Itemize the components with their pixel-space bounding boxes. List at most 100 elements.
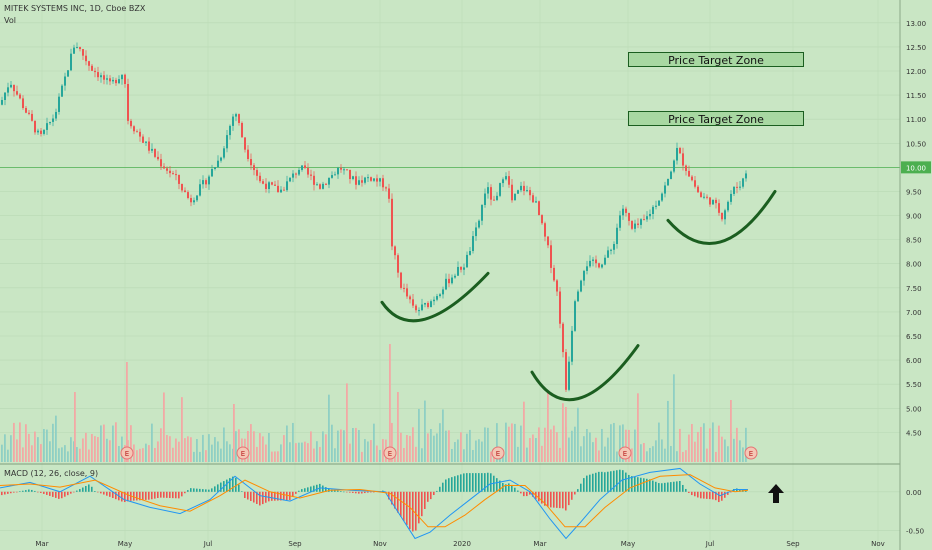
volume-bar bbox=[43, 429, 45, 462]
macd-histogram-bar bbox=[718, 491, 720, 503]
candle-body bbox=[736, 186, 738, 188]
y-tick-label: 9.50 bbox=[906, 188, 922, 196]
volume-bar bbox=[262, 436, 264, 462]
candle-body bbox=[223, 148, 225, 158]
candle-body bbox=[505, 176, 507, 180]
candle-body bbox=[400, 272, 402, 288]
candle-body bbox=[418, 310, 420, 312]
volume-bar bbox=[685, 450, 687, 462]
macd-tick-label: -0.50 bbox=[906, 528, 924, 536]
earnings-marker-label: E bbox=[241, 450, 245, 458]
candle-body bbox=[25, 108, 27, 113]
candle-body bbox=[601, 264, 603, 268]
candle-body bbox=[442, 289, 444, 295]
candle-body bbox=[301, 165, 303, 170]
volume-bar bbox=[475, 440, 477, 462]
candle-body bbox=[31, 113, 33, 121]
candle-body bbox=[178, 174, 180, 184]
volume-bar bbox=[691, 424, 693, 462]
price-target-zone-lower[interactable]: Price Target Zone bbox=[628, 111, 804, 126]
volume-bar bbox=[94, 436, 96, 462]
volume-bar bbox=[298, 442, 300, 462]
volume-bar bbox=[745, 427, 747, 462]
volume-bar bbox=[268, 432, 270, 462]
macd-histogram-bar bbox=[601, 471, 603, 492]
candle-body bbox=[340, 167, 342, 170]
y-tick-label: 5.50 bbox=[906, 381, 922, 389]
x-tick-label: Nov bbox=[871, 540, 885, 548]
candle-body bbox=[352, 176, 354, 180]
volume-bar bbox=[16, 439, 18, 462]
candle-body bbox=[280, 189, 282, 193]
volume-bar bbox=[172, 447, 174, 462]
volume-spike bbox=[389, 344, 391, 462]
candle-body bbox=[103, 75, 105, 80]
macd-histogram-bar bbox=[208, 489, 210, 492]
candle-body bbox=[67, 70, 69, 77]
macd-histogram-bar bbox=[325, 487, 327, 492]
volume-bar bbox=[79, 448, 81, 462]
macd-histogram-bar bbox=[586, 475, 588, 492]
macd-histogram-bar bbox=[214, 486, 216, 492]
volume-spike bbox=[397, 392, 399, 462]
volume-bar bbox=[352, 428, 354, 462]
volume-bar bbox=[739, 440, 741, 462]
volume-bar bbox=[208, 434, 210, 462]
macd-histogram-bar bbox=[28, 489, 30, 492]
price-target-zone-upper[interactable]: Price Target Zone bbox=[628, 52, 804, 67]
volume-bar bbox=[481, 441, 483, 462]
y-tick-label: 5.00 bbox=[906, 405, 922, 413]
candle-body bbox=[520, 185, 522, 191]
macd-histogram-bar bbox=[595, 472, 597, 492]
macd-histogram-bar bbox=[451, 477, 453, 492]
volume-bar bbox=[10, 435, 12, 462]
candle-body bbox=[574, 301, 576, 331]
volume-bar bbox=[55, 415, 57, 462]
volume-bar bbox=[574, 426, 576, 462]
candle-body bbox=[262, 181, 264, 184]
cup-curve bbox=[530, 344, 640, 402]
macd-histogram-bar bbox=[25, 490, 27, 492]
volume-bar bbox=[211, 444, 213, 462]
candle-body bbox=[472, 236, 474, 251]
macd-histogram-bar bbox=[367, 491, 369, 493]
earnings-marker-label: E bbox=[496, 450, 500, 458]
volume-bar bbox=[712, 422, 714, 462]
volume-bar bbox=[631, 448, 633, 462]
macd-histogram-bar bbox=[550, 491, 552, 508]
macd-histogram-bar bbox=[235, 477, 237, 492]
candle-body bbox=[733, 186, 735, 194]
volume-bar bbox=[139, 448, 141, 462]
macd-histogram-bar bbox=[307, 487, 309, 492]
candle-body bbox=[73, 47, 75, 54]
candle-body bbox=[646, 216, 648, 220]
candle-body bbox=[229, 125, 231, 136]
candle-body bbox=[226, 135, 228, 149]
candle-body bbox=[403, 287, 405, 289]
volume-bar bbox=[694, 441, 696, 462]
volume-bar bbox=[328, 394, 330, 462]
macd-histogram-bar bbox=[199, 488, 201, 492]
macd-histogram-bar bbox=[49, 491, 51, 496]
candle-body bbox=[589, 260, 591, 267]
candle-body bbox=[526, 190, 528, 192]
candle-body bbox=[85, 55, 87, 62]
volume-bar bbox=[313, 448, 315, 462]
candle-body bbox=[88, 61, 90, 66]
volume-bar bbox=[193, 451, 195, 462]
macd-histogram-bar bbox=[454, 476, 456, 492]
candle-body bbox=[241, 122, 243, 138]
macd-histogram-bar bbox=[565, 491, 567, 511]
candle-body bbox=[289, 177, 291, 182]
volume-bar bbox=[454, 442, 456, 462]
candle-body bbox=[184, 190, 186, 193]
macd-tick-label: 0.00 bbox=[906, 489, 922, 497]
macd-histogram-bar bbox=[292, 491, 294, 497]
volume-bar bbox=[250, 424, 252, 462]
candle-body bbox=[58, 96, 60, 112]
volume-bar bbox=[709, 428, 711, 462]
macd-histogram-bar bbox=[580, 483, 582, 492]
volume-bar bbox=[58, 448, 60, 462]
